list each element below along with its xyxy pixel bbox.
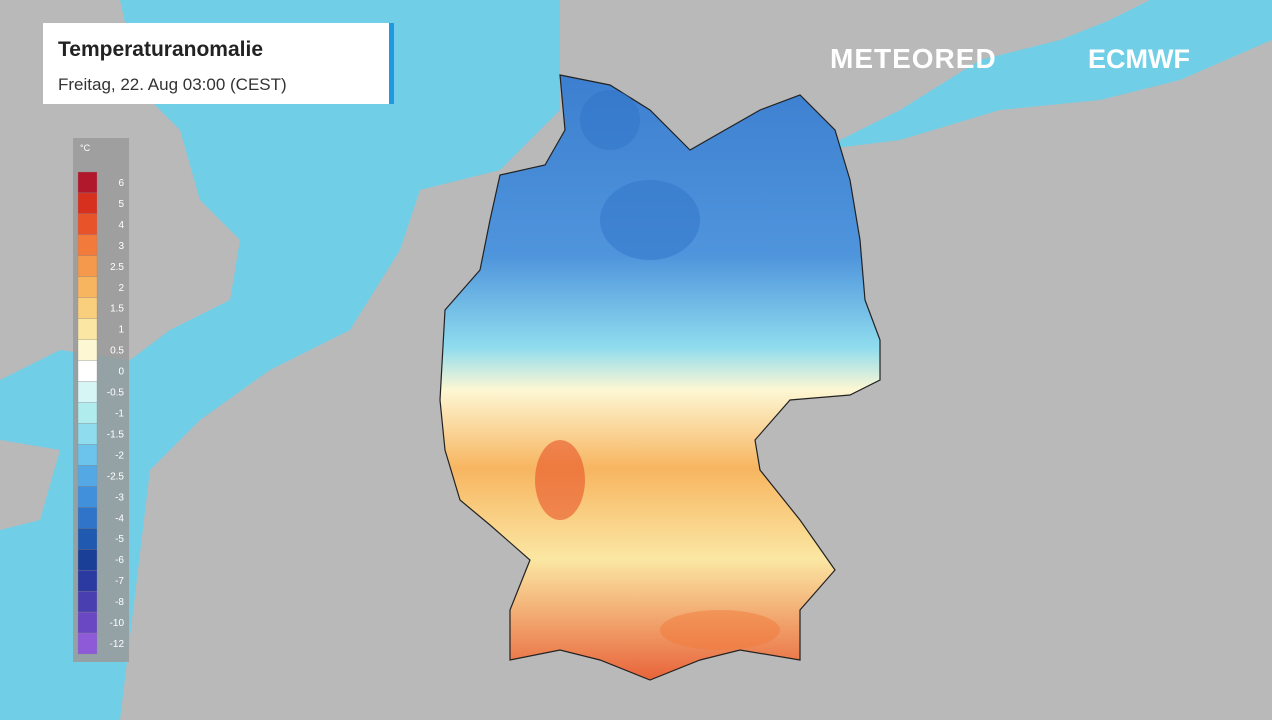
legend-swatch	[77, 297, 98, 319]
legend-label: 1.5	[110, 304, 124, 315]
legend-swatch	[77, 339, 98, 361]
legend-swatch	[77, 590, 98, 613]
legend-swatch	[77, 255, 98, 277]
legend-label: -1	[115, 409, 124, 420]
legend-label: 2	[118, 283, 124, 294]
title: Temperaturanomalie	[58, 38, 263, 61]
legend-label: 2.5	[110, 262, 124, 273]
legend-label: -3	[115, 492, 124, 503]
legend-label: -10	[110, 618, 125, 629]
legend-swatch	[77, 549, 98, 571]
legend: 6 5 4 3 2.5 2 1.5 1 0.5 0 -0.5 -1 -1.5 -2 -2.5 -3 -4 -5 -6…	[77, 171, 125, 655]
legend-label: -5	[115, 534, 124, 545]
legend-swatch	[77, 192, 98, 215]
title-accent	[389, 23, 394, 104]
legend-label: -8	[115, 597, 124, 608]
legend-label: 0	[118, 367, 124, 378]
subtitle: Freitag, 22. Aug 03:00 (CEST)	[58, 75, 287, 94]
legend-label: -7	[115, 576, 124, 587]
legend-unit: °C	[80, 143, 91, 153]
legend-label: 1	[118, 325, 124, 336]
legend-swatch	[77, 360, 98, 382]
legend-swatch	[77, 486, 98, 508]
germany-anomaly	[439, 74, 881, 681]
legend-swatch	[77, 528, 98, 550]
cold-area	[600, 180, 700, 260]
legend-label: -2.5	[107, 471, 125, 482]
legend-swatch	[77, 213, 98, 236]
legend-label: 4	[118, 220, 124, 231]
title-box	[43, 23, 392, 104]
legend-label: -12	[110, 639, 125, 650]
legend-label: -1.5	[107, 429, 125, 440]
legend-swatch	[77, 507, 98, 529]
legend-label: -4	[115, 513, 124, 524]
logo: ECMWF	[1088, 44, 1190, 74]
legend-label: -2	[115, 450, 124, 461]
legend-label: -0.5	[107, 388, 125, 399]
legend-swatch	[77, 234, 98, 256]
legend-swatch	[77, 465, 98, 487]
legend-swatch	[77, 444, 98, 466]
legend-label: -6	[115, 555, 124, 566]
legend-swatch	[77, 611, 98, 634]
warm-area	[535, 440, 585, 520]
legend-swatch	[77, 402, 98, 424]
legend-swatch	[77, 171, 98, 194]
logo: METEORED	[830, 43, 997, 74]
legend-label: 0.5	[110, 346, 124, 357]
legend-label: 3	[118, 241, 124, 252]
legend-label: 5	[118, 199, 124, 210]
legend-swatch	[77, 570, 98, 592]
legend-swatch	[77, 423, 98, 445]
legend-swatch	[77, 276, 98, 298]
baltic-sea	[820, 0, 1272, 150]
cold-area	[580, 90, 640, 150]
legend-label: 6	[118, 178, 124, 189]
land-ireland	[0, 440, 60, 530]
warm-area	[660, 610, 780, 650]
legend-swatch	[77, 632, 98, 655]
legend-swatch	[77, 381, 98, 403]
legend-swatch	[77, 318, 98, 340]
